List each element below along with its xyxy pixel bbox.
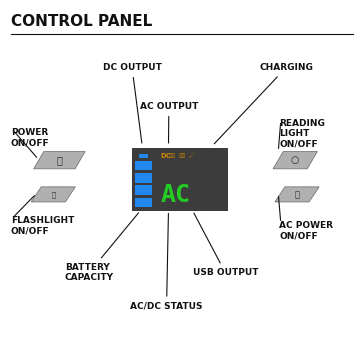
FancyBboxPatch shape: [135, 198, 152, 207]
FancyBboxPatch shape: [132, 148, 228, 211]
Text: ○: ○: [291, 155, 300, 165]
Text: CONTROL PANEL: CONTROL PANEL: [11, 14, 152, 30]
Text: POWER
ON/OFF: POWER ON/OFF: [11, 128, 49, 147]
Text: USB OUTPUT: USB OUTPUT: [193, 213, 258, 277]
Text: BATTERY
CAPACITY: BATTERY CAPACITY: [65, 213, 139, 282]
Text: ☒: ☒: [178, 153, 184, 159]
Text: READING
LIGHT
ON/OFF: READING LIGHT ON/OFF: [279, 119, 325, 149]
Polygon shape: [34, 152, 85, 169]
Text: AC: AC: [160, 183, 190, 207]
Polygon shape: [273, 152, 318, 169]
Text: ⏻: ⏻: [57, 155, 62, 165]
Polygon shape: [275, 187, 319, 202]
Text: ☄: ☄: [189, 153, 195, 159]
Text: ☒: ☒: [168, 153, 174, 159]
Text: DC OUTPUT: DC OUTPUT: [103, 63, 162, 143]
Text: ⯈: ⯈: [294, 190, 300, 199]
Text: AC POWER
ON/OFF: AC POWER ON/OFF: [279, 221, 333, 241]
Text: AC OUTPUT: AC OUTPUT: [140, 102, 198, 143]
Text: FLASHLIGHT
ON/OFF: FLASHLIGHT ON/OFF: [11, 216, 74, 235]
FancyBboxPatch shape: [139, 154, 148, 158]
Text: 🔦: 🔦: [51, 191, 55, 198]
Text: CHARGING: CHARGING: [214, 63, 313, 144]
Polygon shape: [31, 187, 76, 202]
FancyBboxPatch shape: [135, 161, 152, 170]
FancyBboxPatch shape: [135, 185, 152, 195]
Text: DC: DC: [160, 153, 171, 159]
FancyBboxPatch shape: [135, 173, 152, 183]
Text: AC/DC STATUS: AC/DC STATUS: [130, 213, 203, 311]
